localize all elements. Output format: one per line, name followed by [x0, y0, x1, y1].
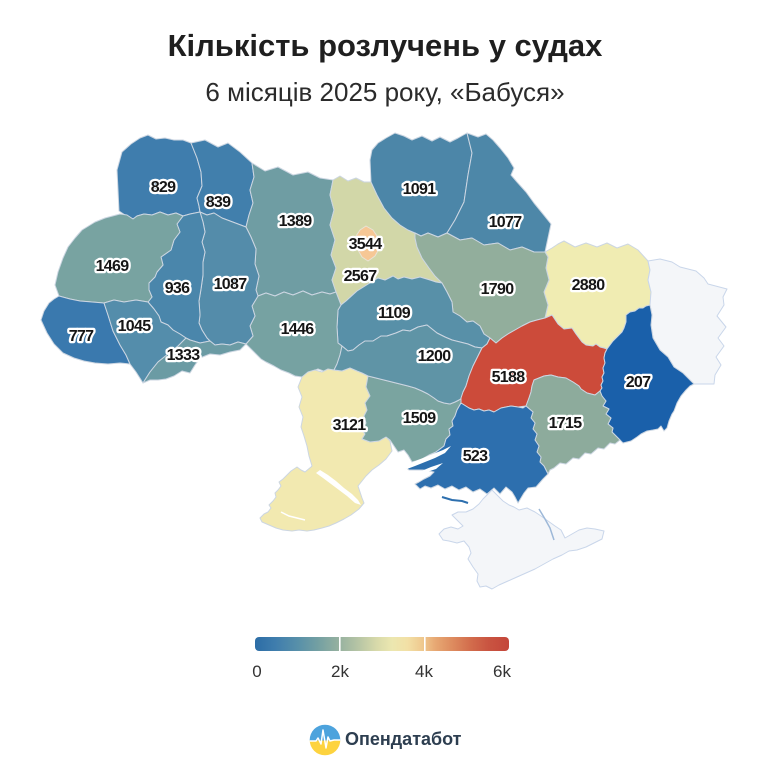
svg-text:1790: 1790	[481, 281, 515, 298]
svg-text:1045: 1045	[118, 318, 152, 335]
svg-text:1389: 1389	[279, 213, 313, 230]
svg-text:1109: 1109	[378, 305, 411, 322]
svg-text:1509: 1509	[403, 410, 437, 427]
svg-text:777: 777	[69, 328, 94, 345]
svg-text:2k: 2k	[331, 662, 349, 681]
svg-text:1077: 1077	[489, 214, 523, 231]
svg-text:1333: 1333	[167, 347, 201, 364]
svg-text:2880: 2880	[572, 277, 606, 294]
svg-text:0: 0	[252, 662, 261, 681]
svg-text:6k: 6k	[493, 662, 511, 681]
svg-text:523: 523	[463, 448, 488, 465]
svg-text:6 місяців 2025 року, «Бабуся»: 6 місяців 2025 року, «Бабуся»	[205, 77, 564, 107]
svg-text:4k: 4k	[415, 662, 433, 681]
svg-text:Опендатабот: Опендатабот	[345, 729, 462, 749]
svg-text:1200: 1200	[418, 348, 452, 365]
svg-text:5188: 5188	[492, 369, 526, 386]
svg-text:839: 839	[206, 194, 231, 211]
svg-text:1715: 1715	[549, 415, 583, 432]
svg-text:829: 829	[151, 179, 176, 196]
svg-text:Кількість розлучень у судах: Кількість розлучень у судах	[168, 28, 604, 63]
svg-text:3121: 3121	[333, 417, 367, 434]
svg-text:207: 207	[626, 374, 651, 391]
svg-text:3544: 3544	[349, 236, 383, 253]
svg-text:1446: 1446	[281, 321, 315, 338]
svg-text:1091: 1091	[403, 181, 437, 198]
svg-text:2567: 2567	[344, 268, 378, 285]
svg-text:1087: 1087	[214, 276, 248, 293]
svg-text:1469: 1469	[96, 258, 130, 275]
svg-text:936: 936	[165, 280, 190, 297]
